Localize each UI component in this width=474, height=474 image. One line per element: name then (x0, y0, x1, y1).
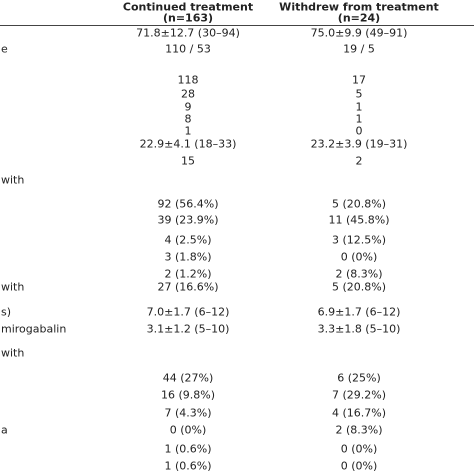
continued-value: 0 (0%) (169, 423, 207, 437)
continued-value: 28 (181, 87, 195, 101)
continued-value: 8 (184, 112, 192, 126)
column-header: Continued treatment (122, 0, 254, 14)
withdrew-value: 3 (12.5%) (331, 233, 387, 247)
withdrew-value: 1 (355, 112, 363, 126)
continued-value: 15 (181, 154, 195, 168)
continued-value: 3.1±1.2 (5–10) (146, 322, 230, 336)
header-rule (0, 25, 474, 26)
continued-value: 110 / 53 (165, 42, 211, 56)
row-label: s) (1, 305, 12, 319)
continued-value: 7 (4.3%) (164, 406, 212, 420)
continued-value: 3 (1.8%) (164, 250, 212, 264)
continued-value: 22.9±4.1 (18–33) (139, 137, 237, 151)
withdrew-value: 6 (25%) (337, 371, 381, 385)
withdrew-value: 0 (0%) (340, 250, 378, 264)
continued-value: 16 (9.8%) (160, 388, 216, 402)
continued-value: 1 (184, 124, 192, 138)
continued-value: 1 (0.6%) (164, 442, 212, 456)
row-label: with (1, 173, 25, 187)
withdrew-value: 2 (8.3%) (335, 267, 383, 281)
row-label: with (1, 280, 25, 294)
column-n: (n=163) (162, 11, 214, 25)
continued-value: 7.0±1.7 (6–12) (146, 305, 230, 319)
withdrew-value: 6.9±1.7 (6–12) (317, 305, 401, 319)
withdrew-value: 5 (355, 87, 363, 101)
withdrew-value: 2 (355, 154, 363, 168)
withdrew-value: 1 (355, 100, 363, 114)
continued-value: 2 (1.2%) (164, 267, 212, 281)
continued-value: 4 (2.5%) (164, 233, 212, 247)
withdrew-value: 0 (0%) (340, 459, 378, 473)
column-header: Withdrew from treatment (279, 0, 439, 14)
withdrew-value: 19 / 5 (343, 42, 375, 56)
row-label: mirogabalin (1, 322, 67, 336)
row-label: e (1, 42, 8, 56)
withdrew-value: 75.0±9.9 (49–91) (310, 26, 408, 40)
withdrew-value: 11 (45.8%) (328, 213, 390, 227)
continued-value: 39 (23.9%) (157, 213, 219, 227)
continued-value: 1 (0.6%) (164, 459, 212, 473)
continued-value: 71.8±12.7 (30–94) (136, 26, 240, 40)
row-label: a (1, 423, 8, 437)
continued-value: 9 (184, 100, 192, 114)
column-n: (n=24) (337, 11, 381, 25)
continued-value: 118 (177, 73, 199, 87)
continued-value: 92 (56.4%) (157, 197, 219, 211)
row-label: with (1, 346, 25, 360)
withdrew-value: 0 (355, 124, 363, 138)
withdrew-value: 5 (20.8%) (331, 197, 387, 211)
withdrew-value: 2 (8.3%) (335, 423, 383, 437)
withdrew-value: 3.3±1.8 (5–10) (317, 322, 401, 336)
withdrew-value: 4 (16.7%) (331, 406, 387, 420)
withdrew-value: 23.2±3.9 (19–31) (310, 137, 408, 151)
withdrew-value: 0 (0%) (340, 442, 378, 456)
withdrew-value: 7 (29.2%) (331, 388, 387, 402)
continued-value: 44 (27%) (162, 371, 214, 385)
continued-value: 27 (16.6%) (157, 280, 219, 294)
withdrew-value: 5 (20.8%) (331, 280, 387, 294)
withdrew-value: 17 (352, 73, 366, 87)
